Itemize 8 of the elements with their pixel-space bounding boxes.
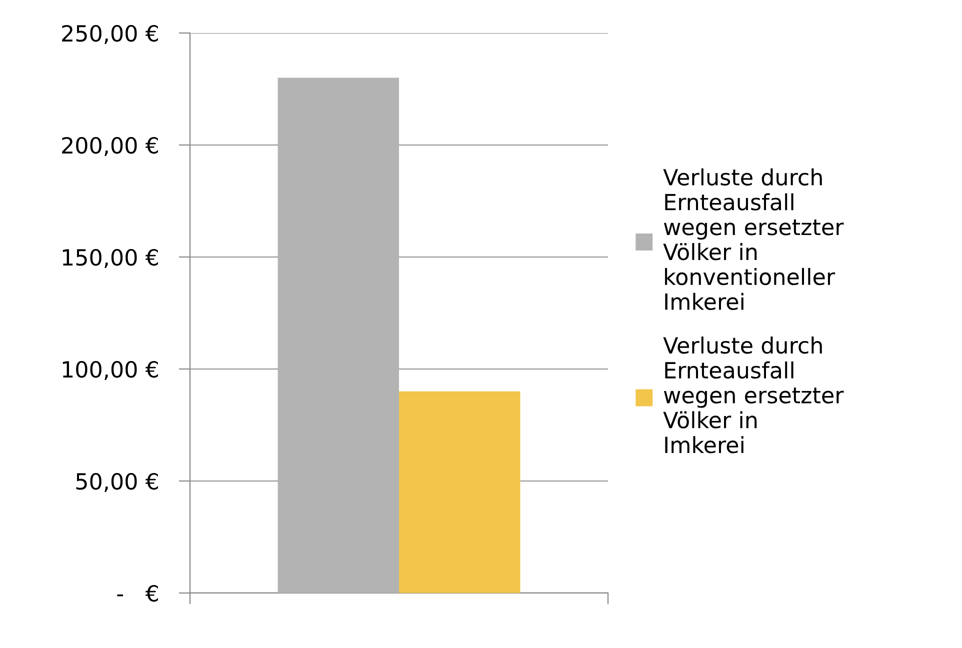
y-tick-label: 200,00 €: [62, 136, 158, 156]
y-tick-label: 250,00 €: [62, 24, 158, 44]
legend-label: Verluste durch Ernteausfall wegen ersetzter Völker in Imkerei: [663, 336, 844, 454]
y-tick-label: 50,00 €: [76, 472, 158, 492]
y-tick-label: 150,00 €: [62, 248, 158, 268]
y-tick-label: 100,00 €: [62, 360, 158, 380]
y-tick-label: - €: [117, 584, 158, 602]
legend-label: Verluste durch Ernteausfall wegen ersetzter Völker in konventioneller Imkerei: [663, 168, 844, 310]
